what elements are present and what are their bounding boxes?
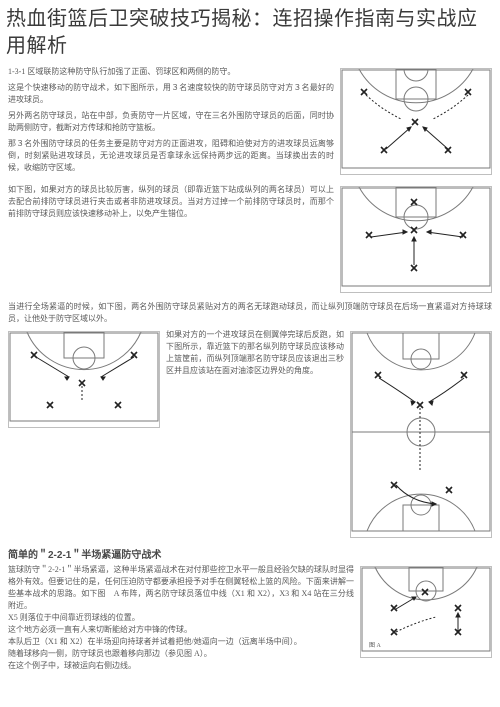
- para: 当进行全场紧逼的时候，如下图，两名外围防守球员紧贴对方的两名无球跑动球员，而让纵…: [8, 301, 492, 325]
- article-body: 1-3-1 区域联防这种防守队行加强了正面、罚球区和两侧的防守。 这是个快速移动…: [0, 62, 500, 672]
- diagram-1: [340, 68, 492, 175]
- diagram-5: 图 A: [360, 566, 492, 658]
- section-1: 1-3-1 区域联防这种防守队行加强了正面、罚球区和两侧的防守。 这是个快速移动…: [8, 66, 492, 178]
- subheading-221: 简单的＂2-2-1＂半场紧逼防守战术: [8, 546, 492, 561]
- page-title: 热血街篮后卫突破技巧揭秘：连招操作指南与实战应用解析: [0, 0, 500, 62]
- diagram-3: [8, 331, 160, 428]
- diagram-2: [340, 186, 492, 293]
- section-5: 图 A 篮球防守＂2-2-1＂半场紧逼，这种半场紧逼战术在对付那些控卫水平一般且…: [8, 564, 492, 672]
- svg-text:图 A: 图 A: [369, 642, 382, 649]
- diagram-4-fullcourt: [350, 331, 492, 538]
- para: 在这个例子中，球被运向右侧边线。: [8, 660, 492, 672]
- section-2: 如下图，如果对方的球员比较厉害，纵列的球员（即靠近篮下站成纵列的两名球员）可以上…: [8, 184, 492, 295]
- section-3: 当进行全场紧逼的时候，如下图，两名外围防守球员紧贴对方的两名无球跑动球员，而让纵…: [8, 301, 492, 540]
